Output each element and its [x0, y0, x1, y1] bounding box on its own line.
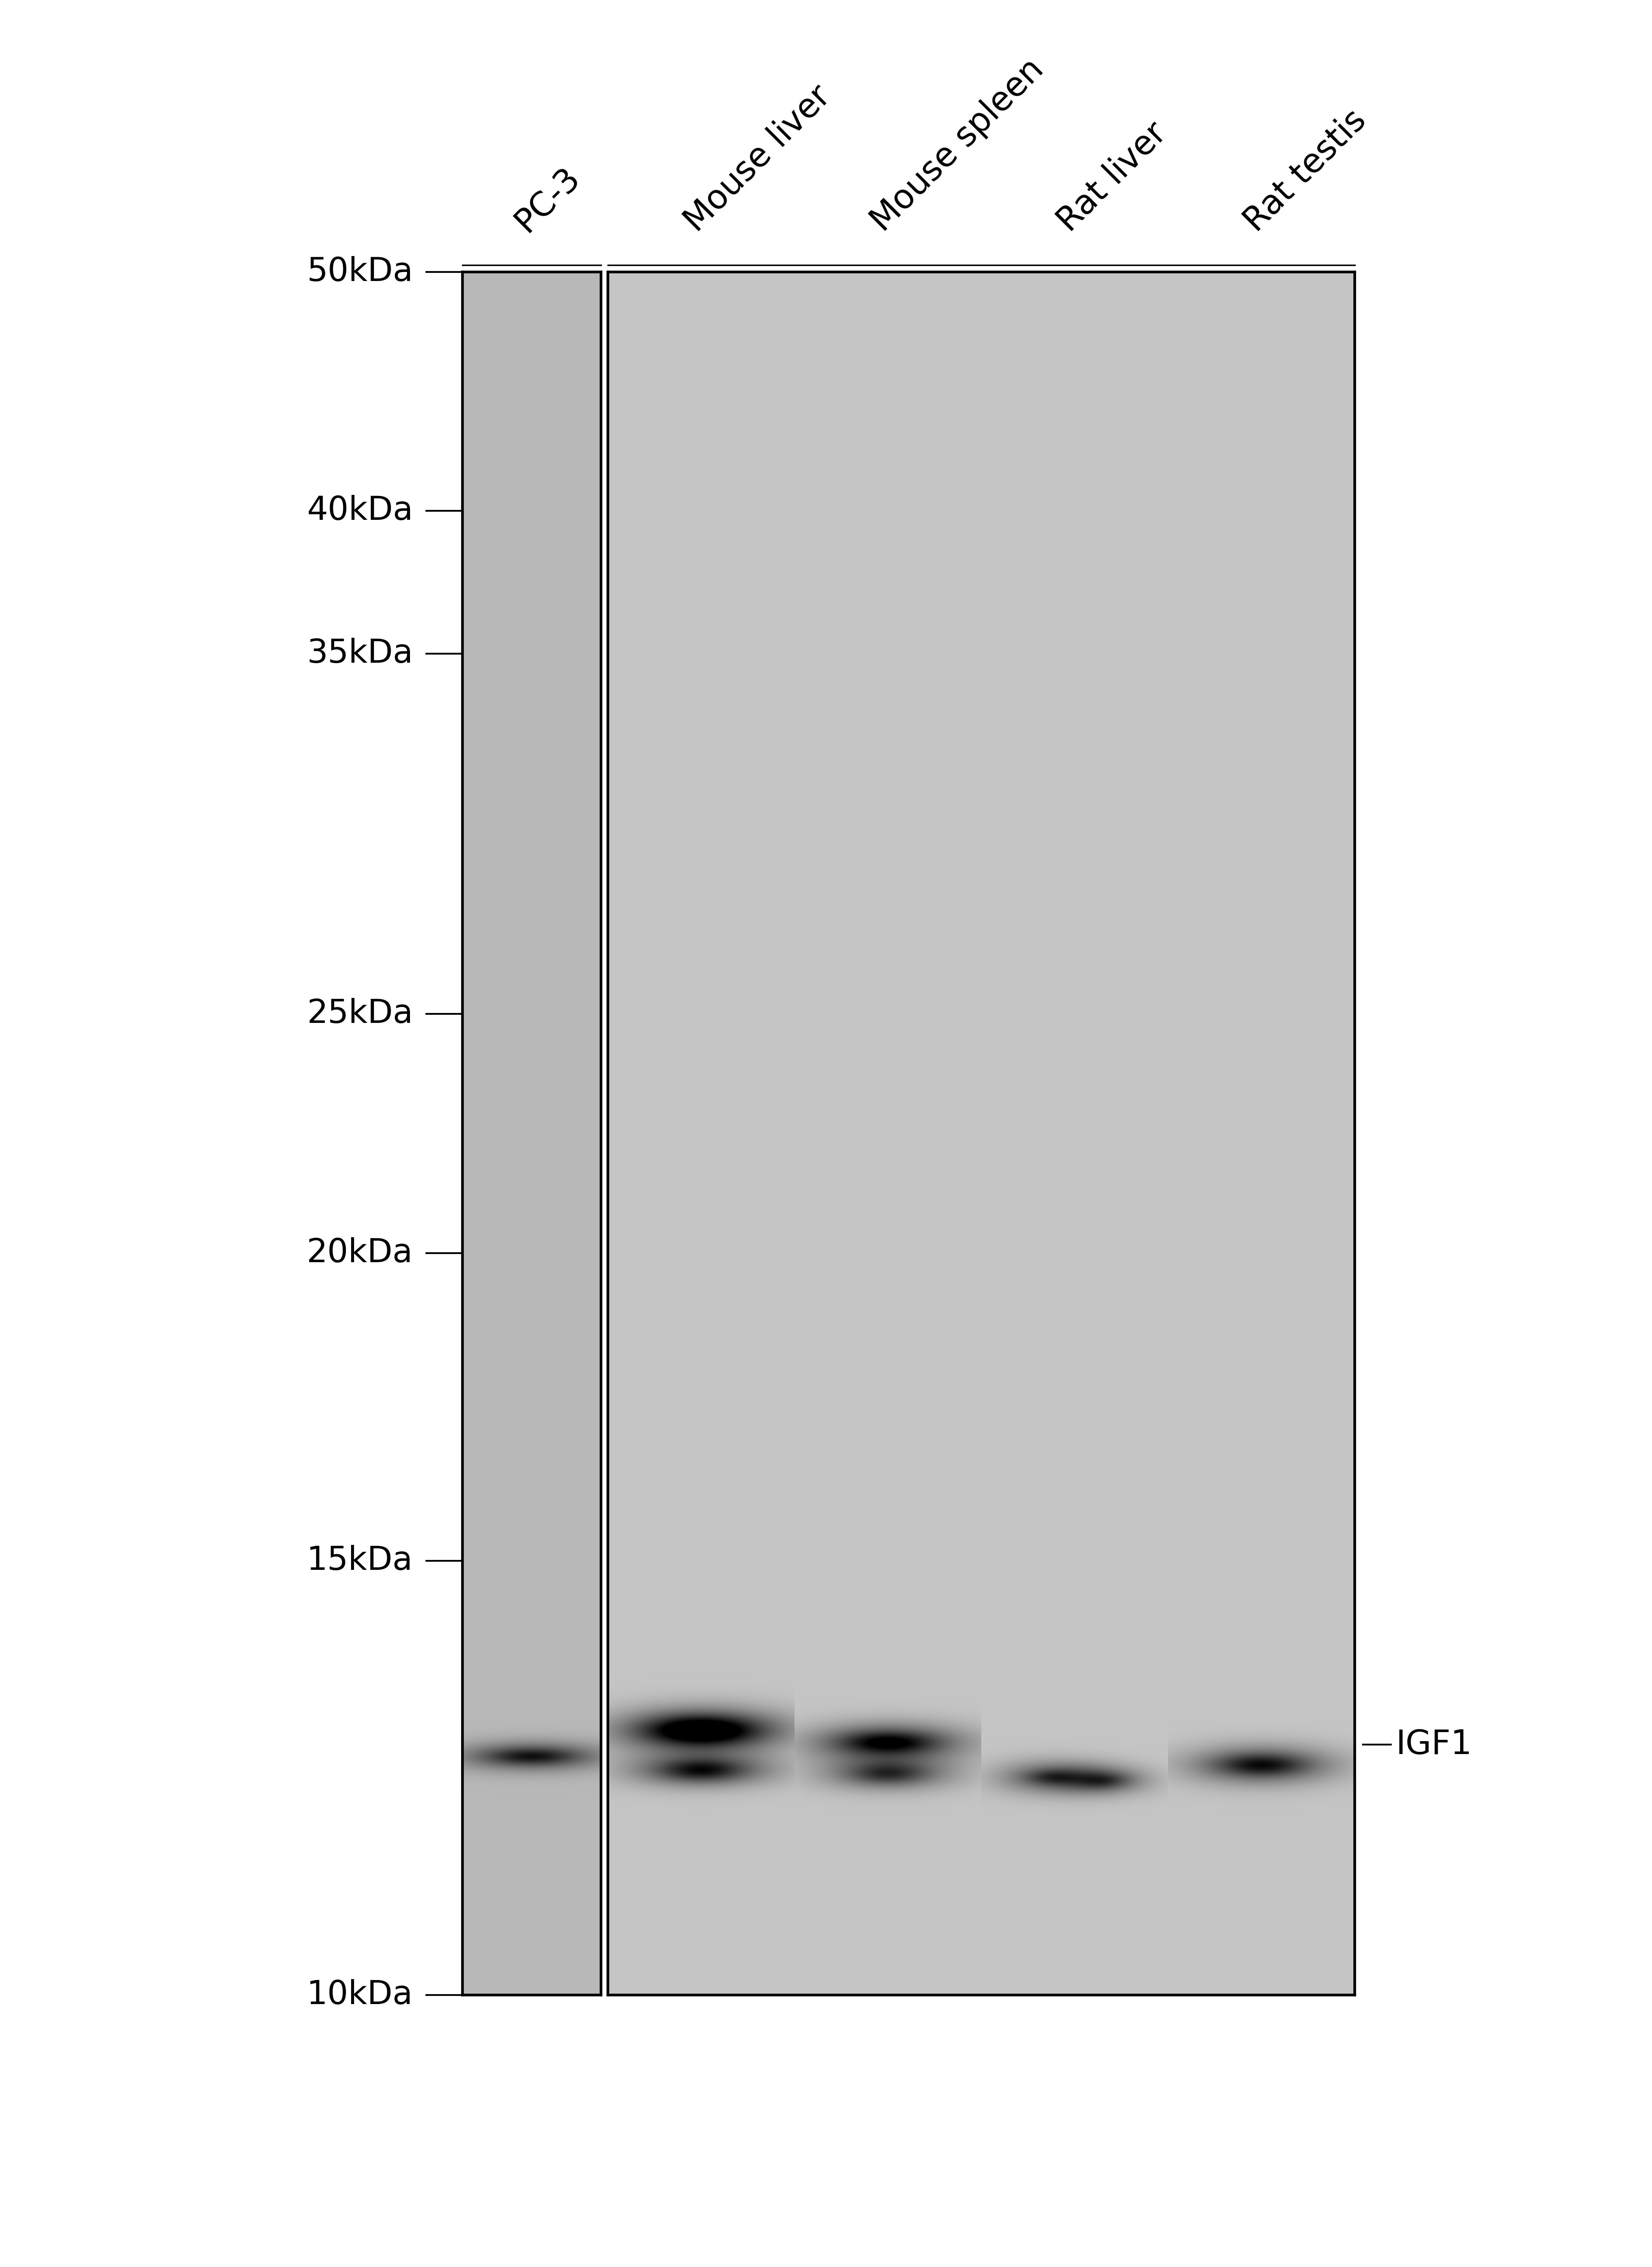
Text: Mouse spleen: Mouse spleen [866, 52, 1051, 238]
Text: IGF1: IGF1 [1396, 1727, 1472, 1761]
Text: Rat testis: Rat testis [1239, 104, 1373, 238]
Text: 15kDa: 15kDa [307, 1546, 413, 1578]
Text: 20kDa: 20kDa [307, 1238, 413, 1270]
Text: 25kDa: 25kDa [307, 997, 413, 1029]
Text: 40kDa: 40kDa [307, 494, 413, 526]
Bar [608, 272, 1355, 1995]
Text: PC-3: PC-3 [509, 161, 586, 238]
Bar [463, 272, 601, 1995]
Text: 50kDa: 50kDa [307, 256, 413, 288]
Text: Rat liver: Rat liver [1052, 116, 1173, 238]
Text: 35kDa: 35kDa [307, 637, 413, 669]
Text: Mouse liver: Mouse liver [679, 79, 838, 238]
Text: 10kDa: 10kDa [307, 1979, 413, 2011]
